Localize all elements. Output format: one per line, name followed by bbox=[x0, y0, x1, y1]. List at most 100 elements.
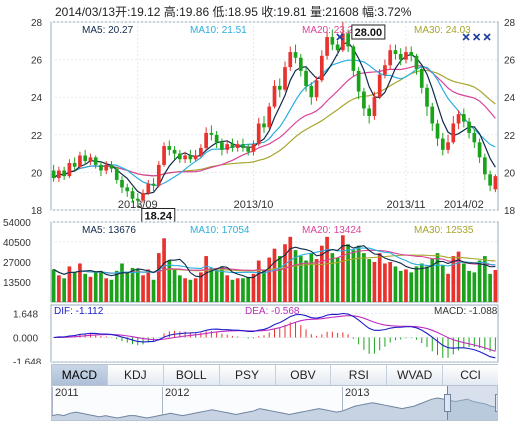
candle-down bbox=[178, 153, 182, 160]
candle-down bbox=[99, 164, 103, 171]
candle-down bbox=[151, 183, 156, 186]
candle-up bbox=[314, 80, 319, 98]
candle-up bbox=[325, 37, 329, 56]
candle-down bbox=[130, 191, 135, 199]
volume-bar bbox=[109, 279, 114, 302]
candle-down bbox=[230, 144, 235, 148]
volume-bar bbox=[178, 275, 182, 302]
macd-legend-name: DIF bbox=[54, 306, 70, 317]
price-ma10-line bbox=[53, 59, 496, 186]
tab-kdj[interactable]: KDJ bbox=[106, 365, 163, 385]
volume-bar bbox=[209, 267, 214, 302]
volume-bar bbox=[298, 256, 303, 302]
candle-up bbox=[283, 67, 287, 90]
price-legend-name: MA5 bbox=[82, 25, 103, 36]
header-change: 3.72% bbox=[377, 5, 412, 19]
volume-legend-ma5: MA5: 13676 bbox=[82, 225, 136, 236]
volume-bar bbox=[398, 270, 403, 302]
tab-cci[interactable]: CCI bbox=[442, 365, 498, 385]
volume-legend-name: MA5 bbox=[82, 225, 103, 236]
candle-up bbox=[404, 52, 408, 60]
volume-bar bbox=[393, 266, 398, 302]
volume-ma10-line bbox=[53, 247, 496, 275]
price-legend-ma30: MA30: 24.03 bbox=[414, 25, 471, 36]
volume-bar bbox=[314, 259, 319, 302]
volume-bar bbox=[67, 266, 72, 302]
volume-legend-separator: : bbox=[216, 225, 222, 236]
volume-bar bbox=[388, 262, 393, 302]
candle-up bbox=[225, 144, 230, 150]
header-open-label: 开: bbox=[115, 5, 131, 19]
price-axis-right-label: 20 bbox=[504, 168, 516, 179]
macd-legend-separator: : bbox=[266, 306, 272, 317]
navigator-year-label: 2011 bbox=[52, 387, 79, 420]
volume-legend-ma20: MA20: 13424 bbox=[302, 225, 362, 236]
candle-down bbox=[246, 147, 251, 152]
time-navigator[interactable]: 2013 2012 2011 bbox=[51, 385, 498, 421]
candle-down bbox=[277, 85, 282, 90]
header-volume-label: 量: bbox=[309, 5, 326, 19]
high-marker-label: 28.00 bbox=[355, 27, 383, 39]
candle-up bbox=[57, 170, 61, 179]
volume-bar bbox=[430, 259, 435, 302]
price-legend-value: 23.27 bbox=[334, 25, 359, 36]
tab-psy[interactable]: PSY bbox=[218, 365, 275, 385]
candle-up bbox=[388, 50, 393, 66]
navigator-right-handle[interactable] bbox=[495, 394, 497, 412]
header-change-label: 幅: bbox=[362, 5, 378, 19]
volume-axis-label: 40500 bbox=[3, 238, 31, 249]
volume-bar bbox=[319, 245, 324, 302]
volume-bar bbox=[256, 260, 261, 302]
candle-up bbox=[78, 155, 82, 167]
candle-down bbox=[93, 157, 98, 165]
candle-down bbox=[351, 46, 356, 71]
volume-bar bbox=[383, 263, 387, 302]
event-marker-icon bbox=[473, 33, 481, 41]
volume-bar bbox=[446, 273, 450, 302]
candle-down bbox=[477, 142, 482, 158]
price-x-tick-label: 2013/10 bbox=[234, 199, 274, 211]
candle-down bbox=[435, 123, 440, 139]
price-legend-ma5: MA5: 20.27 bbox=[82, 25, 134, 36]
tab-macd[interactable]: MACD bbox=[51, 365, 107, 385]
price-ma5-line bbox=[53, 41, 496, 195]
navigator-left-handle[interactable] bbox=[444, 394, 451, 412]
macd-axis-label: -1.648 bbox=[13, 358, 42, 365]
navigator-area bbox=[52, 398, 497, 420]
price-axis-left-label: 24 bbox=[31, 93, 43, 104]
tab-wvad[interactable]: WVAD bbox=[386, 365, 443, 385]
tab-rsi[interactable]: RSI bbox=[330, 365, 387, 385]
volume-legend-name: MA30 bbox=[414, 225, 441, 236]
volume-bar bbox=[277, 256, 282, 302]
volume-bar bbox=[88, 276, 93, 302]
navigator-line bbox=[52, 397, 497, 419]
volume-bar bbox=[199, 272, 203, 302]
price-legend-value: 24.03 bbox=[446, 25, 471, 36]
candle-down bbox=[167, 146, 172, 150]
candle-down bbox=[209, 132, 214, 135]
volume-bar bbox=[146, 269, 151, 302]
price-panel-frame bbox=[50, 21, 499, 211]
tab-boll[interactable]: BOLL bbox=[162, 365, 219, 385]
volume-bar bbox=[241, 278, 245, 302]
candle-up bbox=[272, 85, 277, 107]
volume-bar bbox=[483, 256, 487, 302]
volume-legend-ma10: MA10: 17054 bbox=[190, 225, 250, 236]
volume-ma5-line bbox=[53, 244, 496, 279]
price-legend-ma20: MA20: 23.27 bbox=[302, 25, 359, 36]
candle-up bbox=[156, 164, 161, 186]
volume-bar bbox=[130, 267, 135, 302]
low-marker-label: 18.24 bbox=[145, 210, 173, 222]
tab-obv[interactable]: OBV bbox=[274, 365, 331, 385]
volume-bar bbox=[372, 262, 377, 302]
volume-legend-value: 17054 bbox=[222, 225, 250, 236]
candle-up bbox=[451, 123, 456, 143]
price-axis-right-label: 28 bbox=[504, 18, 516, 29]
navigator-selection-window[interactable] bbox=[444, 386, 497, 420]
candle-up bbox=[183, 155, 187, 160]
candle-up bbox=[193, 155, 198, 160]
candle-down bbox=[398, 53, 403, 60]
volume-bar bbox=[267, 257, 272, 302]
candle-down bbox=[172, 149, 177, 154]
